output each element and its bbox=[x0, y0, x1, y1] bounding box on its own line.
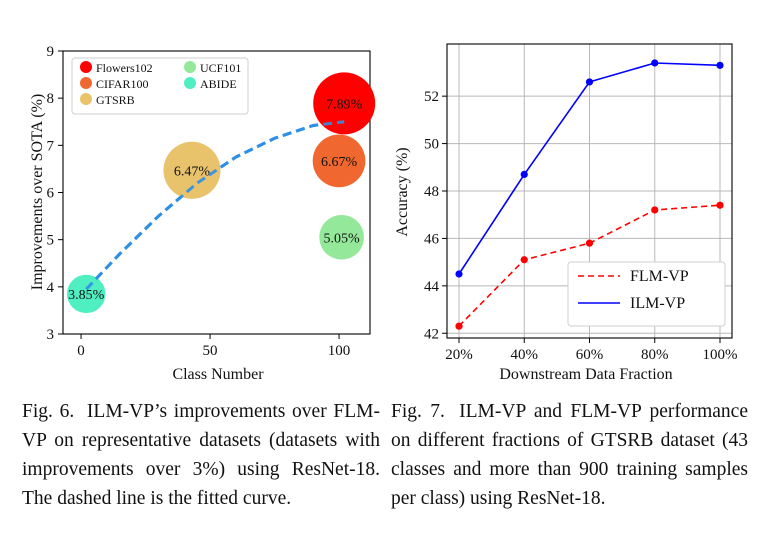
fig6-y-tick-label: 4 bbox=[47, 280, 55, 296]
fig6-axes: 3 4 5 6 7 8 9 0 50 100 bbox=[47, 44, 371, 359]
fig6-bubble-flowers102 bbox=[313, 72, 376, 135]
fig6-x-tick-label: 50 bbox=[203, 343, 218, 359]
fig6-bubble-cifar100 bbox=[312, 134, 366, 188]
fig6-legend-marker-ucf101 bbox=[184, 61, 196, 73]
fig7-y-tick-label: 46 bbox=[424, 231, 440, 247]
fig6-y-axis-label: Improvements over SOTA (%) bbox=[29, 94, 46, 290]
fig7-point-flm-vp bbox=[716, 201, 724, 209]
fig7-x-tick-label: 60% bbox=[576, 347, 604, 363]
fig6-legend-label-abide: ABIDE bbox=[200, 77, 237, 91]
fig7-caption-label: Fig. 7. bbox=[391, 401, 445, 422]
fig6-legend-label-ucf101: UCF101 bbox=[200, 61, 241, 75]
fig6-bubble-label-gtsrb: 6.47% bbox=[174, 164, 211, 179]
fig6-bubble-label-cifar100: 6.67% bbox=[321, 155, 358, 170]
fig6-bubble-label-abide: 3.85% bbox=[68, 288, 105, 303]
fig7-point-flm-vp bbox=[455, 322, 463, 330]
fig7-point-flm-vp bbox=[651, 206, 659, 214]
fig6-bubbles: 7.89% 6.67% 6.47% 5.05% 3.85% bbox=[66, 72, 376, 314]
fig6-fitted-curve-overlay bbox=[85, 120, 345, 291]
fig7-point-ilm-vp bbox=[716, 61, 724, 69]
fig6-legend-marker-abide bbox=[184, 77, 196, 89]
fig6-y-tick-label: 3 bbox=[47, 327, 55, 343]
fig7-axes: 42 44 46 48 50 52 20% 40% 60% 80% 100% bbox=[424, 43, 738, 363]
fig6-fitted-curve-layer bbox=[85, 120, 345, 291]
fig7-legend-box bbox=[567, 261, 726, 327]
fig6-y-tick-label: 7 bbox=[47, 138, 55, 154]
fig7-legend-label-flm-vp: FLM-VP bbox=[630, 268, 689, 285]
fig7-x-tick-label: 20% bbox=[445, 347, 473, 363]
fig6-bubble-label-ucf101: 5.05% bbox=[324, 231, 361, 246]
fig7-point-ilm-vp bbox=[455, 270, 463, 278]
fig7-caption: Fig. 7. ILM-VP and FLM-VP performance on… bbox=[391, 397, 748, 513]
fig6-legend-marker-gtsrb bbox=[80, 93, 92, 105]
fig7-legend-label-ilm-vp: ILM-VP bbox=[630, 295, 685, 312]
fig7-point-flm-vp bbox=[520, 256, 528, 264]
fig7-x-tick-label: 40% bbox=[511, 347, 539, 363]
fig7-y-tick-label: 50 bbox=[424, 137, 439, 153]
fig7-caption-text: ILM-VP and FLM-VP performance on differe… bbox=[391, 401, 748, 509]
fig6-legend-box bbox=[71, 57, 249, 115]
fig7-legend: FLM-VP ILM-VP bbox=[567, 261, 726, 327]
fig6-bubble-gtsrb bbox=[163, 141, 221, 199]
fig6-caption-label: Fig. 6. bbox=[22, 401, 75, 422]
fig7-x-tick-label: 80% bbox=[641, 347, 669, 363]
fig7-y-tick-label: 52 bbox=[424, 89, 439, 105]
fig6-y-tick-label: 8 bbox=[47, 91, 55, 107]
fig6-y-tick-label: 6 bbox=[47, 186, 55, 202]
fig7-point-ilm-vp bbox=[520, 170, 528, 179]
fig6-caption: Fig. 6. ILM-VP’s improvements over FLM-V… bbox=[22, 397, 380, 513]
fig7-y-tick-label: 44 bbox=[424, 279, 440, 295]
fig7-x-axis-label: Downstream Data Fraction bbox=[499, 366, 672, 383]
fig6-y-tick-label: 5 bbox=[47, 233, 55, 249]
fig6-legend: Flowers102 CIFAR100 GTSRB UCF101 ABIDE bbox=[71, 57, 249, 115]
fig6-x-tick-label: 0 bbox=[77, 343, 85, 359]
fig6-legend-marker-cifar100 bbox=[80, 77, 92, 89]
fig7-plot-frame bbox=[446, 43, 733, 339]
fig7-line-chart: 42 44 46 48 50 52 20% 40% 60% 80% 100% FLM-VP ILM-V… bbox=[394, 43, 738, 383]
fig6-legend-marker-flowers102 bbox=[80, 61, 92, 73]
fig6-bubble-abide bbox=[66, 274, 106, 314]
fig6-fitted-curve bbox=[85, 120, 345, 291]
fig6-y-tick-label: 9 bbox=[47, 44, 55, 60]
fig6-legend-label-flowers102: Flowers102 bbox=[96, 61, 153, 75]
fig7-point-ilm-vp bbox=[651, 59, 659, 67]
fig7-point-flm-vp bbox=[585, 239, 594, 247]
fig6-x-axis-label: Class Number bbox=[172, 366, 264, 383]
fig6-legend-label-gtsrb: GTSRB bbox=[96, 93, 135, 107]
fig6-bubble-label-flowers102: 7.89% bbox=[326, 97, 363, 112]
fig7-point-ilm-vp bbox=[585, 78, 594, 86]
fig7-y-tick-label: 48 bbox=[424, 184, 439, 200]
fig6-caption-text: ILM-VP’s improvements over FLM-VP on rep… bbox=[22, 401, 380, 509]
fig7-y-axis-label: Accuracy (%) bbox=[394, 147, 411, 236]
fig7-series-lines bbox=[455, 59, 724, 330]
fig7-x-tick-label: 100% bbox=[703, 347, 738, 363]
fig6-x-tick-label: 100 bbox=[328, 343, 351, 359]
fig6-legend-label-cifar100: CIFAR100 bbox=[96, 77, 148, 91]
fig7-y-tick-label: 42 bbox=[424, 326, 439, 342]
fig6-bubble-ucf101 bbox=[319, 214, 364, 260]
